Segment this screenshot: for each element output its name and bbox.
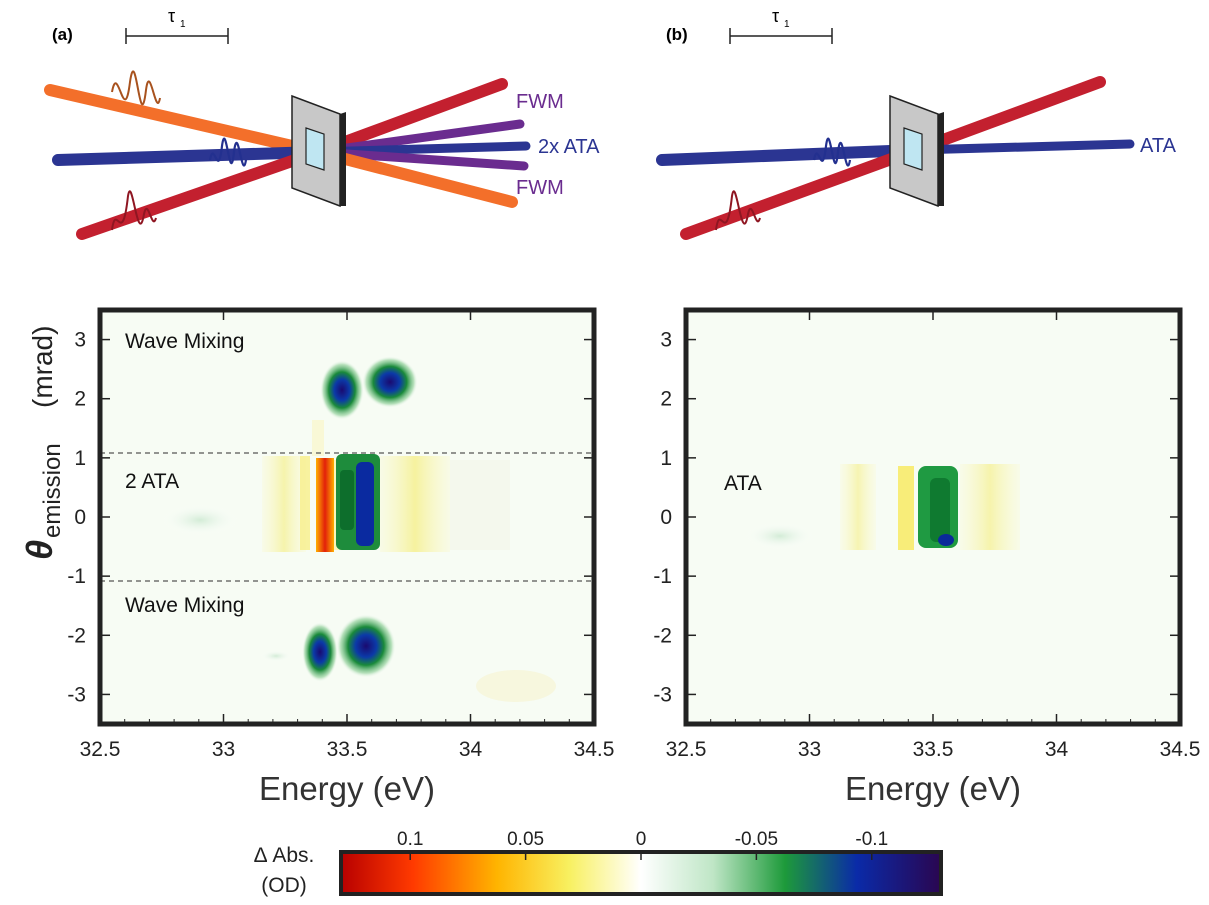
orange-pulse xyxy=(111,70,161,106)
y-tick-label-a: -3 xyxy=(67,683,86,706)
colorbar-label-line1: Δ Abs. xyxy=(254,844,315,867)
x-tick-label-a: 33 xyxy=(212,738,235,761)
orange-beam-in xyxy=(44,84,324,158)
red-beam-out-b xyxy=(910,76,1106,156)
colorbar-tick-label: 0.1 xyxy=(397,829,423,850)
panel-b-label: (b) xyxy=(666,25,688,44)
x-tick-label-b: 33 xyxy=(798,738,821,761)
tau-bar-b: τ 1 xyxy=(729,6,833,44)
colorbar-tick-label: 0.05 xyxy=(507,829,544,850)
ata-label-a: 2x ATA xyxy=(538,136,600,158)
ticks-b: 32.5 33 33.5 34 34.5 3 2 1 0 -1 -2 -3 xyxy=(653,310,1200,761)
tau-sub-a: 1 xyxy=(180,19,186,30)
ata-label-b: ATA xyxy=(1140,135,1177,157)
orange-beam-out xyxy=(312,146,518,208)
wave-mixing-upper-a xyxy=(312,356,418,456)
y-tick-label-b: 1 xyxy=(660,447,672,470)
tau-sub-b: 1 xyxy=(784,19,790,30)
x-axis-title-b: Energy (eV) xyxy=(845,770,1021,807)
colorbar-tick-label: -0.05 xyxy=(735,829,778,850)
x-tick-label-a: 34.5 xyxy=(574,738,615,761)
x-tick-label-a: 34 xyxy=(459,738,483,761)
red-pulse xyxy=(111,190,157,231)
ata-region-a xyxy=(160,454,510,552)
colorbar-label-line2: (OD) xyxy=(261,874,307,897)
panel-a-label: (a) xyxy=(52,25,73,44)
y-tick-label-a: -2 xyxy=(67,624,86,647)
x-tick-label-b: 34.5 xyxy=(1160,738,1201,761)
y-tick-label-a: 1 xyxy=(74,447,86,470)
positive-feature-a xyxy=(316,458,334,552)
blue-beam-in xyxy=(52,146,324,166)
y-tick-label-a: 3 xyxy=(74,329,86,352)
colorbar-ticks: 0.1 0.05 0 -0.05 -0.1 xyxy=(397,829,888,860)
y-tick-label-b: 2 xyxy=(660,388,672,411)
region-label-2ata: 2 ATA xyxy=(125,470,179,493)
red-beam-in-b xyxy=(680,144,922,240)
lower-feature-left-a xyxy=(302,622,338,682)
red-beam-out xyxy=(312,78,508,158)
positive-feature-b xyxy=(898,466,914,550)
red-pulse-b xyxy=(715,190,761,231)
region-label-wave-mixing-bottom: Wave Mixing xyxy=(125,594,244,617)
x-tick-label-a: 32.5 xyxy=(80,738,121,761)
colorbar-tick-label: 0 xyxy=(636,829,647,850)
upper-feature-right-a xyxy=(362,356,418,408)
diagram-b: (b) τ 1 ATA xyxy=(656,6,1177,240)
lower-feature-right-a xyxy=(336,614,396,678)
sample-window-b xyxy=(903,127,923,171)
tau-bar-a: τ 1 xyxy=(125,6,229,44)
heatmap-a: Wave Mixing 2 ATA Wave Mixing 32.5 33 33.5… xyxy=(67,307,614,761)
colorbar-tick-label: -0.1 xyxy=(855,829,888,850)
upper-feature-left-a xyxy=(320,360,364,420)
ticks-a: 32.5 33 33.5 34 34.5 3 2 1 0 -1 -2 -3 xyxy=(67,310,614,761)
blue-pulse-b xyxy=(812,137,852,167)
y-tick-label-b: -3 xyxy=(653,683,672,706)
heatmap-b: ATA 32.5 33 33.5 34 34.5 3 2 1 0 -1 -2 -3 xyxy=(653,307,1200,761)
diagram-a: (a) τ 1 FWM 2x ATA FWM xyxy=(44,6,600,240)
x-axis-title-a: Energy (eV) xyxy=(259,770,435,807)
y-tick-label-b: 0 xyxy=(660,506,672,529)
y-tick-label-b: -2 xyxy=(653,624,672,647)
y-tick-label-a: -1 xyxy=(67,565,86,588)
y-axis-title-sub: emission xyxy=(39,443,66,538)
wave-mixing-lower-a xyxy=(260,614,556,702)
y-tick-label-a: 0 xyxy=(74,506,86,529)
sample-window-a xyxy=(305,127,325,171)
x-tick-label-b: 34 xyxy=(1045,738,1069,761)
blue-pulse xyxy=(208,137,248,167)
colorbar: Δ Abs. (OD) 0.1 0.05 0 -0.05 -0.1 xyxy=(254,829,943,897)
region-label-ata-b: ATA xyxy=(724,472,762,495)
y-tick-label-a: 2 xyxy=(74,388,86,411)
y-axis-title-a: θ emission (mrad) xyxy=(19,326,66,560)
fwm-label-bottom: FWM xyxy=(516,177,564,199)
tau-label-a: τ xyxy=(168,6,175,26)
blue-beam-in-b xyxy=(656,144,922,166)
y-axis-title-theta: θ xyxy=(19,540,60,560)
y-tick-label-b: 3 xyxy=(660,329,672,352)
x-tick-label-b: 33.5 xyxy=(913,738,954,761)
y-axis-title-unit: (mrad) xyxy=(27,326,58,408)
y-tick-label-b: -1 xyxy=(653,565,672,588)
region-label-wave-mixing-top: Wave Mixing xyxy=(125,330,244,353)
fwm-label-top: FWM xyxy=(516,91,564,113)
red-beam-in xyxy=(76,146,324,240)
ata-region-b xyxy=(744,464,1020,550)
tau-label-b: τ xyxy=(772,6,779,26)
x-tick-label-b: 32.5 xyxy=(666,738,707,761)
blue-beam-out-b xyxy=(911,139,1135,155)
fwm-beam-bottom xyxy=(313,147,529,171)
x-tick-label-a: 33.5 xyxy=(327,738,368,761)
